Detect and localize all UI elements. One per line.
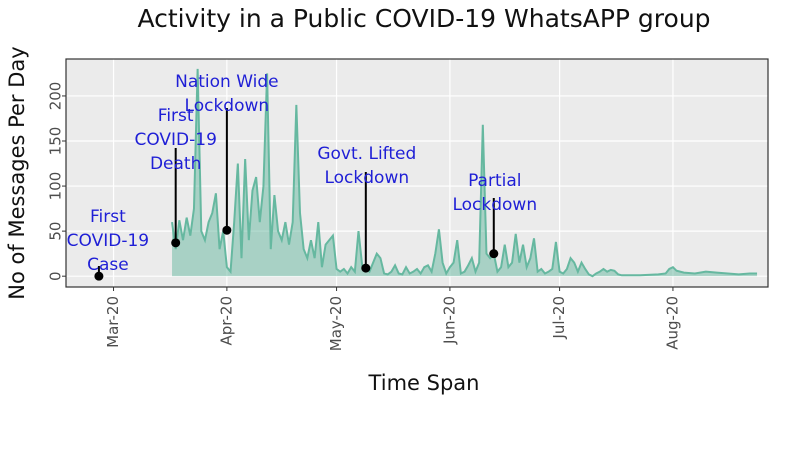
x-tick-label: Jul-20 xyxy=(550,296,568,340)
annotation-point xyxy=(171,238,181,248)
annotation-point xyxy=(222,225,232,235)
annotation-point xyxy=(361,263,371,273)
annotation-label: Lockdown xyxy=(185,96,270,116)
plot-border xyxy=(65,58,769,288)
y-tick-label: 150 xyxy=(47,127,65,156)
y-tick-label: 100 xyxy=(47,172,65,201)
y-tick-label: 50 xyxy=(47,222,65,241)
annotation-label: Lockdown xyxy=(452,195,537,215)
x-tick-label: Aug-20 xyxy=(663,296,681,350)
annotation-label: Partial xyxy=(468,171,521,191)
x-tick-label: Apr-20 xyxy=(217,296,235,346)
annotation-label: First xyxy=(158,106,194,126)
x-tick-label: Mar-20 xyxy=(104,296,122,348)
annotation-label: COVID-19 xyxy=(134,130,216,150)
annotation-label: Nation Wide xyxy=(175,72,279,92)
annotation-label: Lockdown xyxy=(324,168,409,188)
y-tick-label: 200 xyxy=(47,82,65,111)
chart-title: Activity in a Public COVID-19 WhatsAPP g… xyxy=(137,4,710,33)
line xyxy=(171,68,758,278)
y-tick-label: 0 xyxy=(47,271,65,281)
annotation-label: Death xyxy=(150,154,201,174)
annotation-label: First xyxy=(90,207,126,227)
annotation-point xyxy=(489,249,499,259)
annotation-label: Case xyxy=(87,255,129,275)
annotation-point xyxy=(94,271,104,281)
y-axis-title: No of Messages Per Day xyxy=(5,46,29,299)
annotation-label: COVID-19 xyxy=(67,231,149,251)
x-tick-label: May-20 xyxy=(327,296,345,351)
x-tick-label: Jun-20 xyxy=(440,296,458,345)
x-axis-title: Time Span xyxy=(368,371,480,395)
annotation-label: Govt. Lifted xyxy=(317,144,416,164)
